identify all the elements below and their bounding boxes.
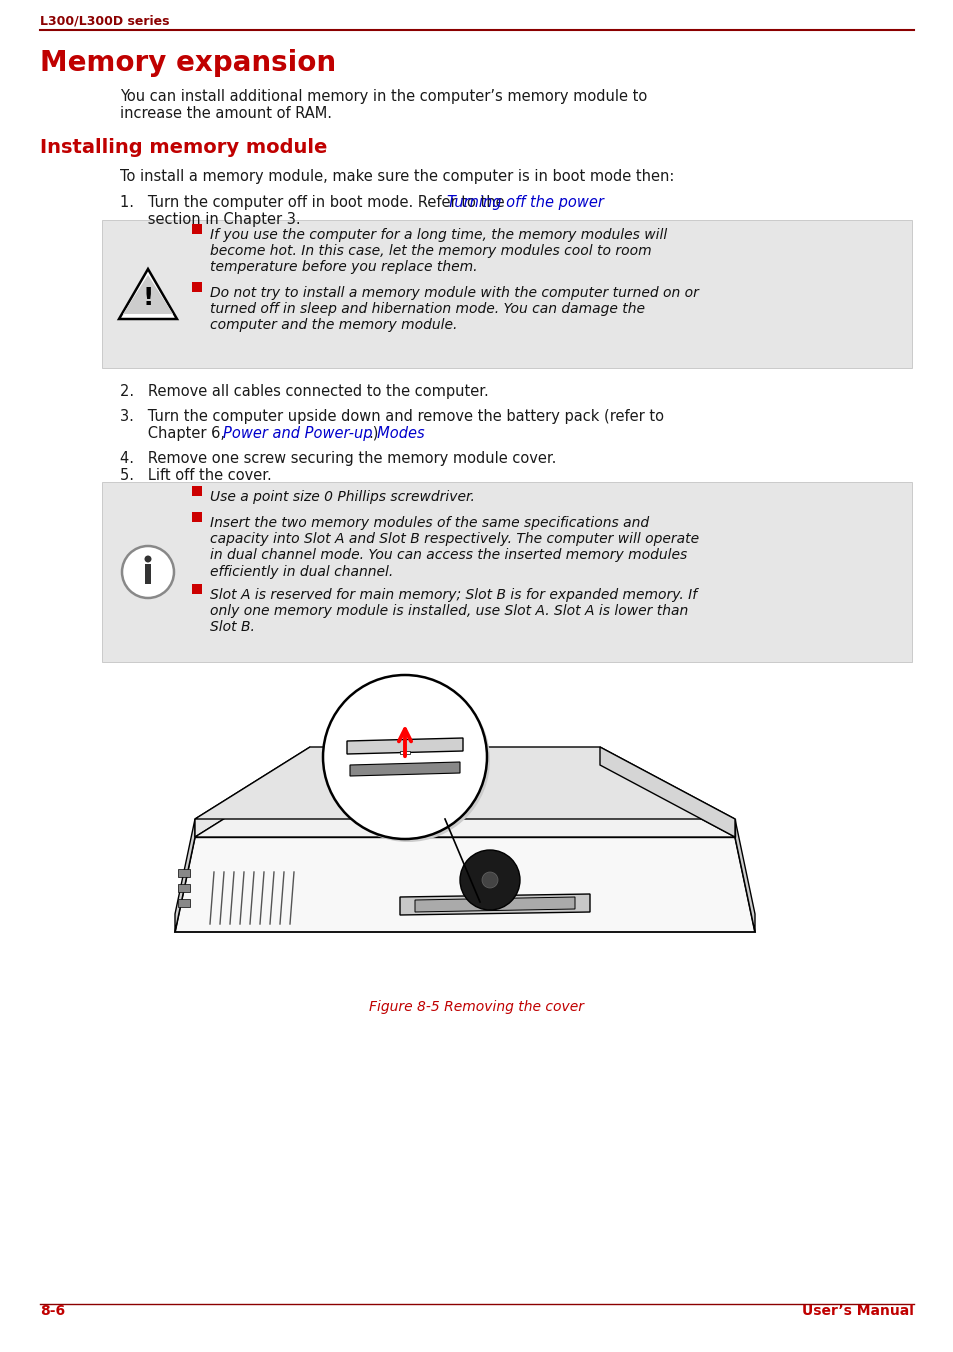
Text: Power and Power-up Modes: Power and Power-up Modes (223, 426, 424, 441)
Text: Figure 8-5 Removing the cover: Figure 8-5 Removing the cover (369, 1000, 584, 1014)
Text: Memory expansion: Memory expansion (40, 49, 335, 77)
Polygon shape (194, 765, 734, 837)
Text: If you use the computer for a long time, the memory modules will
become hot. In : If you use the computer for a long time,… (210, 228, 666, 274)
Polygon shape (399, 894, 589, 915)
Text: section in Chapter 3.: section in Chapter 3. (120, 212, 300, 227)
Text: !: ! (142, 287, 153, 310)
Text: 3.   Turn the computer upside down and remove the battery pack (refer to: 3. Turn the computer upside down and rem… (120, 410, 663, 425)
Text: Insert the two memory modules of the same specifications and
capacity into Slot : Insert the two memory modules of the sam… (210, 516, 699, 579)
Polygon shape (350, 763, 459, 776)
Text: You can install additional memory in the computer’s memory module to: You can install additional memory in the… (120, 89, 646, 104)
Text: .): .) (368, 426, 378, 441)
Polygon shape (174, 837, 754, 932)
FancyBboxPatch shape (192, 283, 202, 292)
Circle shape (326, 677, 490, 842)
Polygon shape (194, 819, 734, 837)
Circle shape (459, 850, 519, 910)
FancyBboxPatch shape (178, 869, 190, 877)
Text: 4.   Remove one screw securing the memory module cover.: 4. Remove one screw securing the memory … (120, 452, 556, 466)
FancyBboxPatch shape (102, 220, 911, 368)
FancyBboxPatch shape (192, 584, 202, 594)
Polygon shape (599, 748, 734, 837)
Polygon shape (123, 274, 172, 314)
Polygon shape (399, 750, 410, 754)
Text: 5.   Lift off the cover.: 5. Lift off the cover. (120, 468, 272, 483)
Polygon shape (734, 819, 754, 932)
Text: Do not try to install a memory module with the computer turned on or
turned off : Do not try to install a memory module wi… (210, 287, 699, 333)
Polygon shape (194, 748, 310, 837)
Text: 8-6: 8-6 (40, 1303, 65, 1318)
Text: 1.   Turn the computer off in boot mode. Refer to the: 1. Turn the computer off in boot mode. R… (120, 195, 509, 210)
FancyBboxPatch shape (178, 899, 190, 907)
Text: Slot A is reserved for main memory; Slot B is for expanded memory. If
only one m: Slot A is reserved for main memory; Slot… (210, 588, 697, 634)
Circle shape (122, 546, 173, 598)
FancyBboxPatch shape (145, 564, 151, 584)
Circle shape (144, 556, 152, 562)
Text: Use a point size 0 Phillips screwdriver.: Use a point size 0 Phillips screwdriver. (210, 489, 475, 504)
Polygon shape (174, 819, 194, 932)
Polygon shape (347, 738, 462, 754)
Text: L300/L300D series: L300/L300D series (40, 14, 170, 27)
Text: Turning off the power: Turning off the power (446, 195, 603, 210)
Text: Chapter 6,: Chapter 6, (120, 426, 230, 441)
Polygon shape (415, 896, 575, 913)
Text: 2.   Remove all cables connected to the computer.: 2. Remove all cables connected to the co… (120, 384, 488, 399)
FancyBboxPatch shape (192, 224, 202, 234)
FancyBboxPatch shape (178, 884, 190, 892)
Circle shape (481, 872, 497, 888)
FancyBboxPatch shape (192, 512, 202, 522)
FancyBboxPatch shape (192, 485, 202, 496)
FancyBboxPatch shape (102, 483, 911, 662)
Polygon shape (119, 269, 177, 319)
Text: Installing memory module: Installing memory module (40, 138, 327, 157)
Circle shape (323, 675, 486, 840)
Text: User’s Manual: User’s Manual (801, 1303, 913, 1318)
Text: To install a memory module, make sure the computer is in boot mode then:: To install a memory module, make sure th… (120, 169, 674, 184)
Text: increase the amount of RAM.: increase the amount of RAM. (120, 105, 332, 120)
Polygon shape (194, 748, 734, 819)
